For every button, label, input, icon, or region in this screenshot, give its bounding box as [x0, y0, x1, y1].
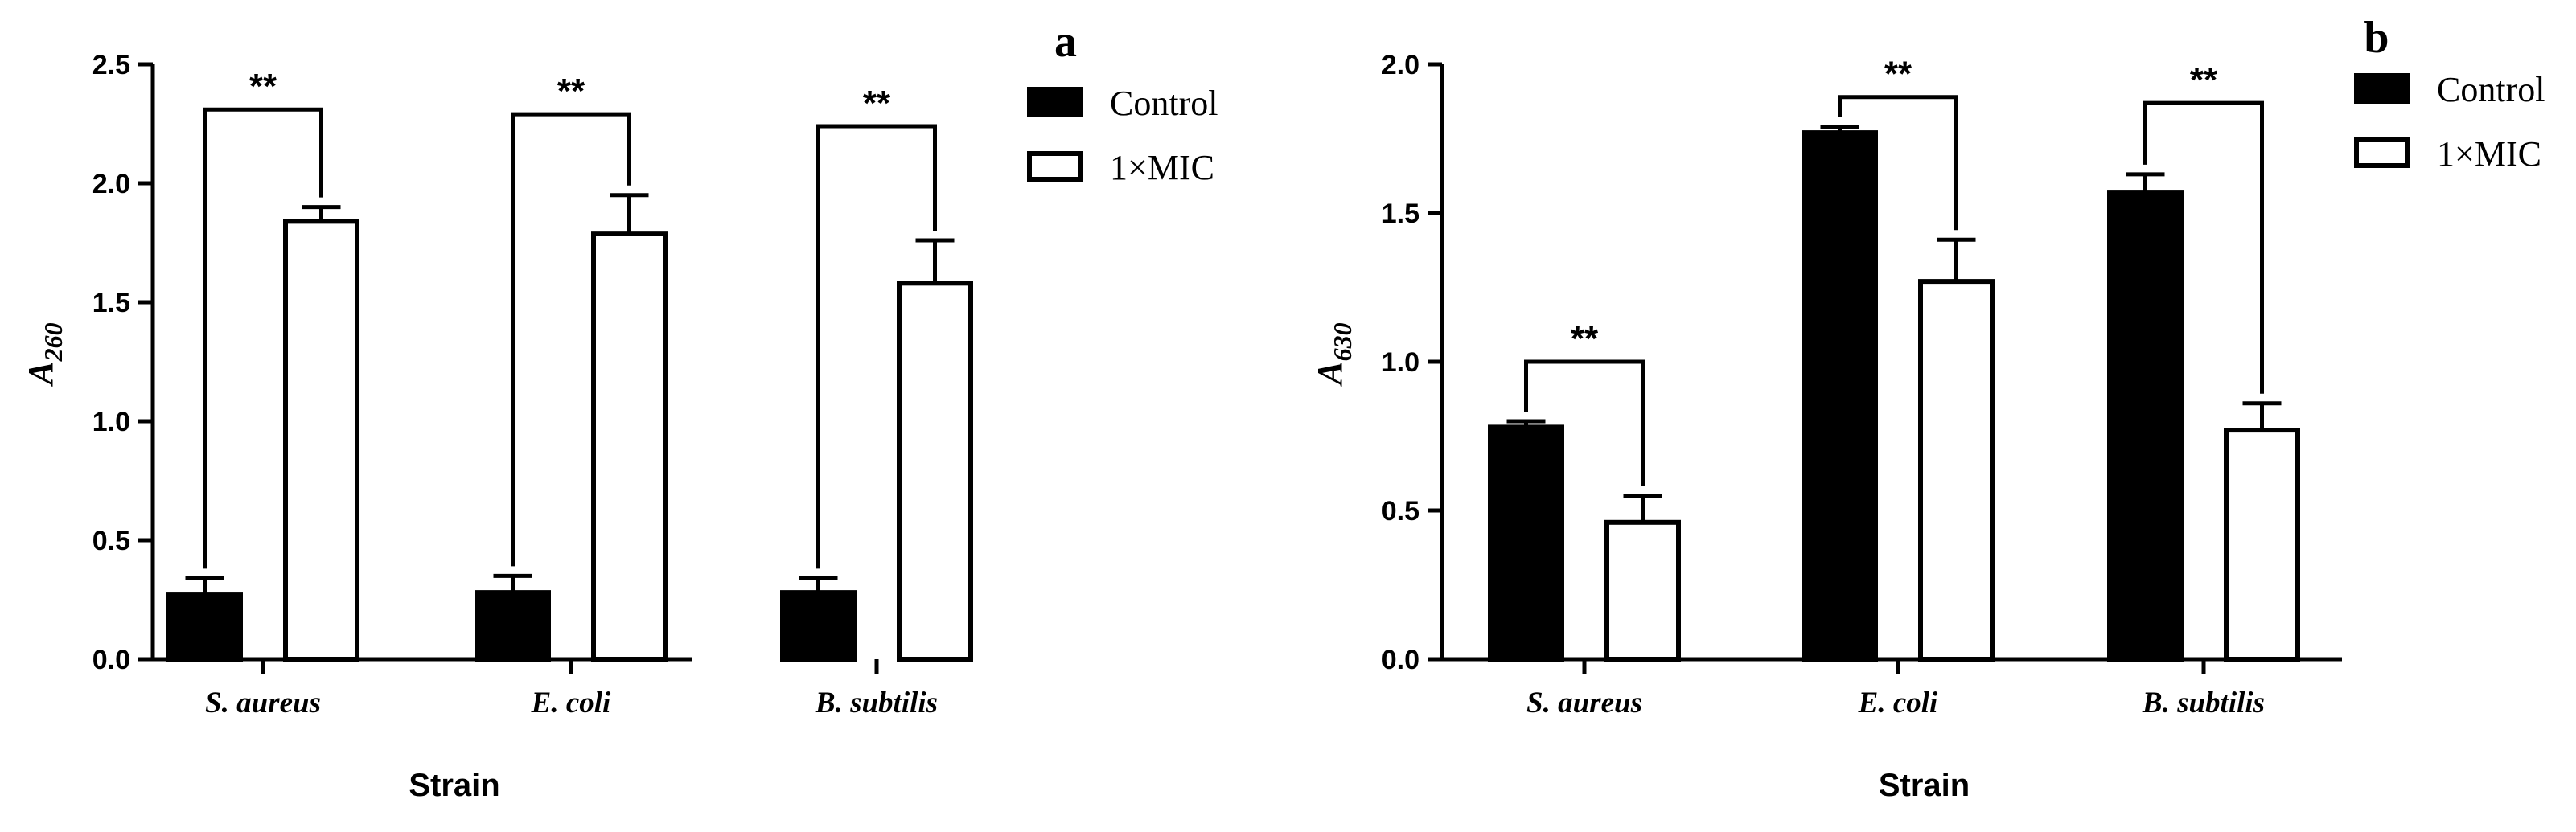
bar-control [1488, 424, 1564, 662]
x-tick-label: B. subtilis [2142, 687, 2265, 719]
bar-control [475, 590, 551, 662]
significance-label: ** [2190, 60, 2218, 100]
y-axis-title-subscript: 630 [1328, 322, 1357, 361]
x-axis-title: Strain [409, 768, 499, 803]
bar-control [2107, 190, 2184, 662]
significance-label: ** [863, 84, 891, 123]
chart-panel-a: 0.0 0.5 1.0 1.5 2.0 2.5 S. aureus ** E. coli ** B.… [21, 17, 1218, 803]
y-tick-label: 1.5 [1382, 199, 1419, 229]
y-tick-label: 2.0 [92, 169, 130, 199]
y-tick-label: 0.5 [92, 526, 130, 556]
significance-label: ** [557, 72, 585, 111]
legend-label: 1×MIC [1110, 148, 1214, 187]
significance-bracket [2143, 100, 2264, 394]
y-axis-title: A630 [1310, 322, 1357, 387]
significance-label: ** [249, 67, 277, 106]
bar-1xmic [1918, 279, 1995, 662]
x-axis-title: Strain [1879, 768, 1970, 803]
y-tick-label: 1.0 [1382, 347, 1419, 378]
x-tick-label: B. subtilis [815, 687, 938, 719]
y-tick-label: 0.0 [92, 645, 130, 675]
y-tick-label: 1.0 [92, 407, 130, 437]
y-axis-title-main: A [1310, 361, 1350, 387]
y-tick-label: 0.0 [1382, 645, 1419, 675]
bar-control [166, 592, 243, 662]
bar-1xmic [897, 281, 973, 662]
bar-control [1802, 130, 1878, 662]
bar-control [780, 590, 857, 662]
legend-swatch-control [2354, 73, 2410, 104]
legend-label: Control [1110, 84, 1218, 123]
y-tick-label: 0.5 [1382, 496, 1419, 527]
y-tick-label: 2.5 [92, 50, 130, 80]
legend-swatch-control [1027, 87, 1083, 117]
legend-swatch-1xmic [2354, 137, 2410, 168]
bar-1xmic [591, 231, 668, 662]
chart-panel-b: 0.0 0.5 1.0 1.5 2.0 S. aureus ** E. coli ** B. su… [1310, 13, 2545, 803]
bar-1xmic [2224, 428, 2300, 662]
x-tick-label: E. coli [531, 687, 611, 719]
y-tick-label: 2.0 [1382, 50, 1419, 80]
y-axis-title-subscript: 260 [39, 322, 68, 362]
x-tick-label: E. coli [1858, 687, 1938, 719]
x-tick-label: S. aureus [205, 687, 321, 719]
legend-label: Control [2437, 70, 2545, 109]
significance-bracket [203, 107, 323, 569]
significance-bracket [511, 112, 631, 567]
legend-swatch-1xmic [1027, 151, 1083, 182]
legend-label: 1×MIC [2437, 134, 2541, 174]
bar-1xmic [283, 219, 359, 662]
significance-bracket [1524, 359, 1645, 486]
x-tick-label: S. aureus [1526, 687, 1642, 719]
panel-letter: a [1054, 17, 1077, 67]
significance-label: ** [1571, 319, 1599, 359]
panel-letter: b [2364, 13, 2389, 63]
bar-1xmic [1604, 519, 1681, 662]
significance-label: ** [1884, 55, 1912, 94]
y-axis-title: A260 [21, 322, 68, 387]
significance-bracket [1838, 95, 1958, 231]
y-tick-label: 1.5 [92, 288, 130, 318]
significance-bracket [816, 124, 937, 569]
y-axis-title-main: A [21, 361, 60, 387]
